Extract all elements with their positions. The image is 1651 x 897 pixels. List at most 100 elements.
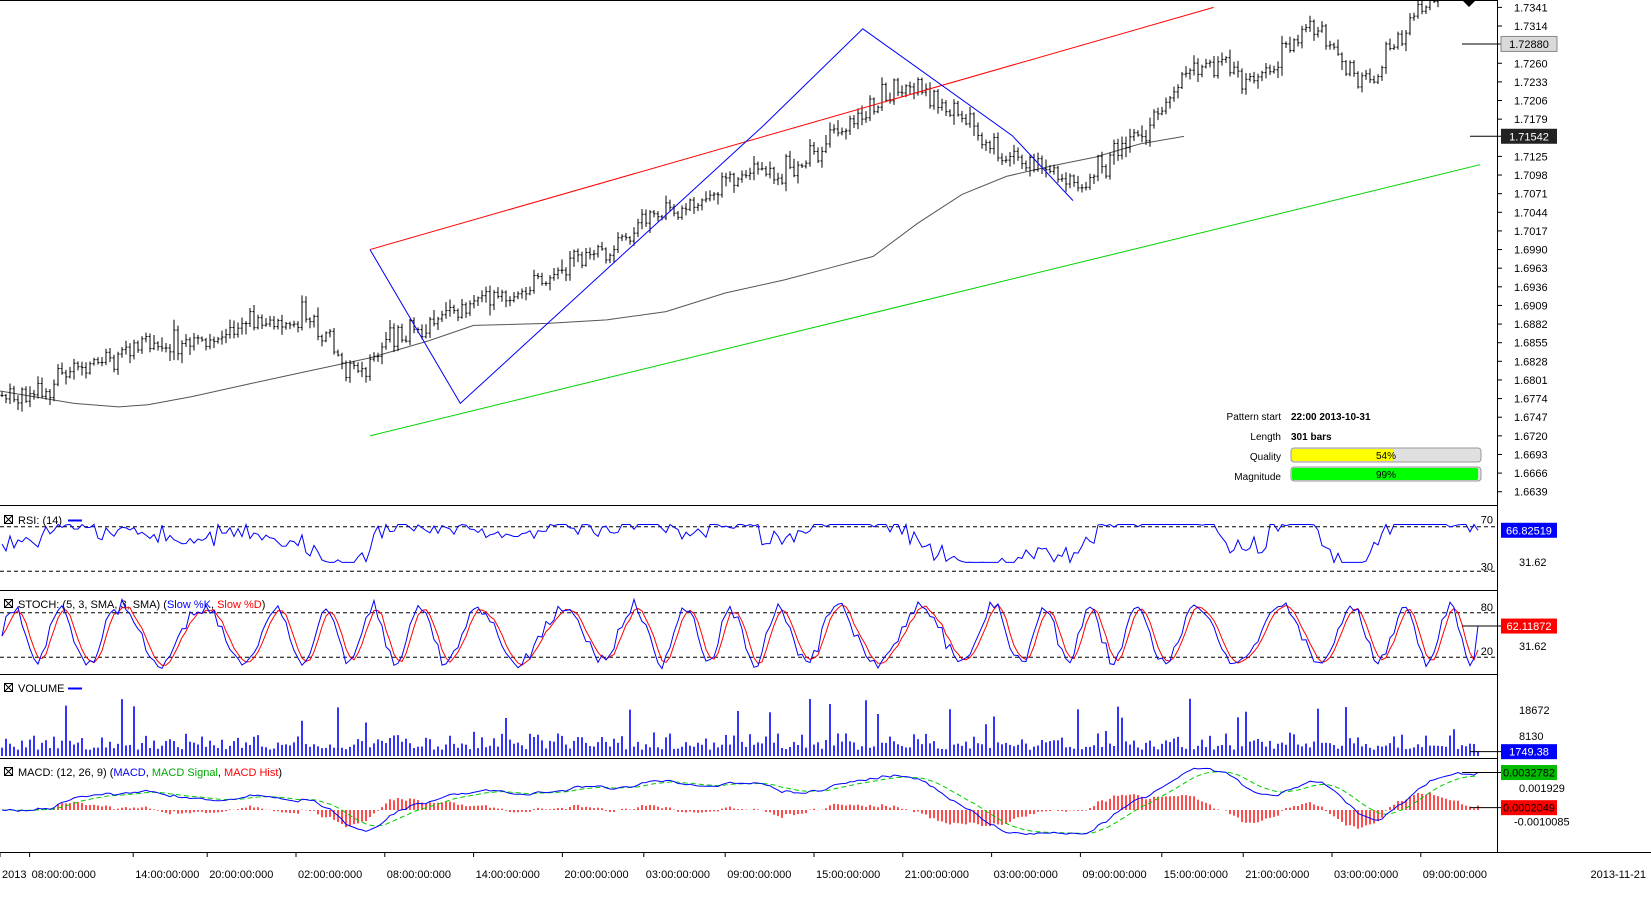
candle: [544, 281, 548, 287]
price-tick-label: 1.6909: [1514, 300, 1548, 312]
candle: [12, 385, 16, 403]
candle: [1172, 86, 1176, 102]
magnitude-label: Magnitude: [1234, 472, 1281, 483]
candle: [1280, 35, 1284, 76]
candle: [1400, 30, 1404, 46]
candle: [460, 298, 464, 319]
candle: [788, 150, 792, 170]
candle: [136, 340, 140, 353]
candle: [1212, 56, 1216, 78]
resistance-line: [369, 6, 1214, 251]
candle: [652, 210, 656, 218]
candle: [36, 376, 40, 399]
candle: [520, 288, 524, 299]
stoch-close-icon[interactable]: [4, 599, 13, 608]
candle: [396, 325, 400, 352]
candle: [1012, 144, 1016, 165]
candle: [100, 357, 104, 367]
candle: [332, 328, 336, 355]
candle: [524, 287, 528, 301]
candle: [864, 111, 868, 123]
candle: [556, 267, 560, 280]
candle: [816, 147, 820, 163]
candle: [392, 323, 396, 353]
candle: [976, 122, 980, 141]
candle: [160, 337, 164, 352]
candle: [1408, 13, 1412, 36]
candle: [724, 172, 728, 187]
candle: [40, 377, 44, 399]
candle: [1052, 164, 1056, 175]
candle: [1096, 154, 1100, 182]
candle: [360, 361, 364, 378]
candle: [828, 122, 832, 148]
rsi-level-30: 30: [1481, 561, 1493, 573]
candle: [1288, 36, 1292, 53]
candle: [232, 320, 236, 339]
candle: [560, 259, 564, 274]
candle: [1364, 69, 1368, 80]
candle: [1024, 160, 1028, 172]
price-tick-label: 1.7071: [1514, 189, 1548, 201]
price-tick-label: 1.6990: [1514, 245, 1548, 257]
candle: [620, 234, 624, 242]
candle: [712, 192, 716, 201]
candle: [316, 307, 320, 341]
candle: [1224, 56, 1228, 64]
candle: [1296, 34, 1300, 47]
candle: [836, 120, 840, 137]
candle: [784, 154, 788, 192]
rsi-close-icon[interactable]: [4, 515, 13, 524]
candle: [508, 296, 512, 307]
candle: [76, 361, 80, 371]
candle: [840, 127, 844, 136]
candle: [328, 328, 332, 338]
candle: [980, 132, 984, 149]
volume-close-icon[interactable]: [4, 683, 13, 692]
candle: [1420, 0, 1424, 15]
candle: [16, 395, 20, 411]
candle: [1312, 19, 1316, 41]
candle: [600, 241, 604, 251]
price-tick-label: 1.7179: [1514, 114, 1548, 126]
pattern-start-label: Pattern start: [1227, 412, 1282, 423]
candle: [184, 334, 188, 348]
candle: [1020, 154, 1024, 169]
candle: [632, 227, 636, 246]
candle: [1352, 60, 1356, 77]
candle: [188, 337, 192, 355]
candle: [1328, 40, 1332, 50]
candle: [720, 172, 724, 198]
candle: [1156, 107, 1160, 121]
candle: [1376, 74, 1380, 84]
candle: [44, 388, 48, 400]
candle: [1208, 59, 1212, 68]
candle: [1120, 136, 1124, 160]
stoch-panel: STOCH: (5, 3, SMA, 3, SMA) (Slow %K, Slo…: [0, 597, 1557, 675]
candle: [432, 310, 436, 327]
candle: [1144, 130, 1148, 145]
time-tick-label: 09:00:00:000: [1082, 869, 1146, 881]
time-tick-label: 09:00:00:000: [1423, 869, 1487, 881]
stoch-value: 62.11872: [1506, 621, 1551, 633]
candle: [668, 199, 672, 212]
rsi-path: [1, 522, 1479, 564]
macd-close-icon[interactable]: [4, 767, 13, 776]
candle: [1392, 44, 1396, 51]
candle: [636, 218, 640, 238]
candle: [48, 388, 52, 406]
scroll-arrow-icon[interactable]: [1462, 0, 1476, 7]
candle: [1404, 30, 1408, 52]
magnitude-value: 99%: [1376, 470, 1396, 481]
candle: [824, 135, 828, 154]
price-tick-label: 1.6747: [1514, 412, 1548, 424]
candle: [28, 386, 32, 408]
candle: [72, 358, 76, 380]
candle: [1036, 152, 1040, 172]
macd-tick-low: -0.0010085: [1514, 817, 1570, 829]
candle: [952, 99, 956, 125]
candle: [284, 321, 288, 330]
volume-panel: VOLUME 18672 8130 1749.38: [0, 683, 1557, 760]
candle: [436, 316, 440, 330]
candle: [684, 203, 688, 216]
